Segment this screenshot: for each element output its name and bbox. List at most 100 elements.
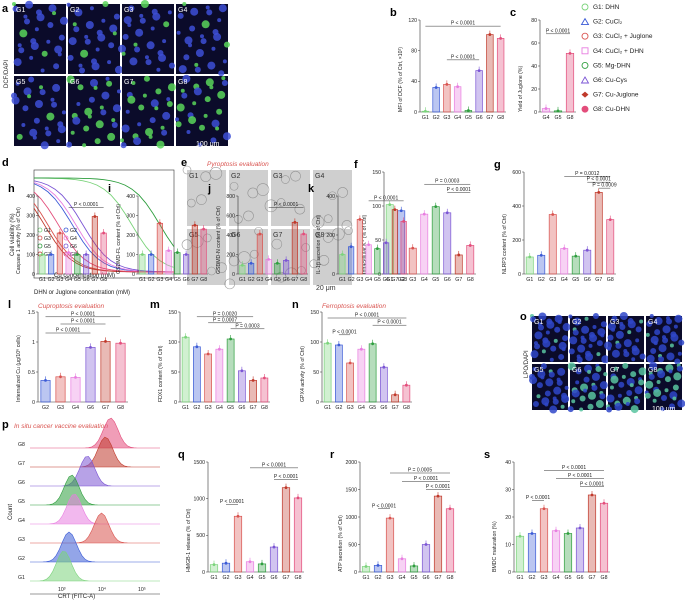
panel-o-cell [646,354,655,363]
sig-label: P < 0.0001 [274,202,298,208]
bar-g4 [70,377,81,403]
data-point [422,212,426,216]
bar-g8 [402,384,411,403]
panel-a-cell [25,0,34,9]
panel-e-tile-g2: G2 [229,170,270,226]
y-tick-label: 100 [168,340,177,346]
panel-h: h 0 100 200 300 400 Caspase 1 activity (% of C… [8,183,108,283]
panel-a-cell [162,39,167,44]
panel-letter-e: e [181,157,187,169]
panel-a-cell [156,140,165,149]
x-tick-label: G3 [256,277,263,283]
panel-o-cell [561,347,566,352]
panel-a-cell [78,63,83,68]
panel-e-tile-label: G8 [315,232,324,239]
panel-a-cell [57,125,66,134]
panel-e-cell [207,266,216,276]
bar-g7 [281,487,291,573]
data-point [556,109,560,113]
panel-d-legend-label: G8 [70,252,77,258]
data-point [457,253,461,257]
bar-g7 [433,495,443,573]
panel-o-cell [549,405,558,414]
panel-a-cell [100,109,107,116]
bar-g3 [408,247,417,275]
panel-o-cell [599,393,606,400]
bar-g1 [339,254,346,275]
y-tick-label: 0 [378,272,381,278]
panel-a-cell [50,97,55,102]
panel-letter-p: p [2,419,9,431]
panel-o-cell [560,404,565,409]
x-tick-label: G4 [358,405,365,411]
data-point [149,253,153,256]
panel-o-cell [538,312,547,321]
panel-o-cell [611,349,620,358]
data-point [568,51,572,55]
panel-o-cell [579,407,584,412]
bar-g6 [421,544,431,573]
panel-a-cell [90,79,98,87]
panel-o-tile-label: G8 [648,367,657,374]
panel-o-cell [627,320,636,329]
panel-o-tile-label: G1 [534,319,543,326]
panel-a-cell [88,96,95,103]
panel-a-cell [205,78,214,87]
panel-p-xtick: 10⁵ [138,587,146,593]
panel-a-cell [178,65,187,74]
panel-o-cell [532,401,539,408]
panel-a-cell [84,107,93,116]
x-tick-label: G2 [538,277,545,283]
legend-marker [581,91,589,98]
panel-o-cell [615,330,624,339]
panel-o-cell [672,396,677,401]
panel-o-cell [591,384,598,391]
panel-a-cell [12,5,19,12]
data-point [206,352,210,356]
bar-g5 [274,262,281,275]
x-tick-label: G1 [211,575,218,581]
panel-a-cell [127,23,132,27]
panel-o-cell [606,394,615,403]
panel-letter-r: r [330,449,335,461]
sig-label: P < 0.0001 [546,28,570,34]
panel-o-cell [545,330,550,335]
sig-label: P < 0.0001 [447,187,471,193]
panel-i-ylabel: GSDMD-FL content (% of Ctrl) [116,204,122,274]
sig-label: P < 0.0001 [71,311,95,317]
panel-a-cell [217,18,222,23]
panel-o-cell [658,344,667,353]
panel-a-cell [12,2,16,6]
x-tick-label: G7 [191,277,198,283]
data-point [466,109,470,112]
panel-letter-a: a [2,3,9,15]
legend-label-g3: G3: CuCl₂ + Juglone [593,33,653,40]
panel-a-stain-label: DCF/DAPI [4,60,10,88]
panel-e-cell [337,187,348,198]
panel-o-cell [656,379,661,384]
sig-label: P < 0.0001 [220,499,244,505]
panel-a-cell [182,74,191,83]
panel-o-tile-label: G7 [610,367,619,374]
panel-a-cell [111,118,116,123]
panel-o-cell [584,316,589,321]
panel-a-tile-g6: G6 [66,75,121,148]
panel-a-cell [29,55,34,60]
panel-e-cell [216,262,228,273]
data-point [404,383,408,387]
x-tick-label: G3 [387,575,394,581]
x-tick-label: G6 [476,115,483,121]
panel-a-cell [85,21,94,29]
x-tick-label: G5 [174,277,181,283]
panel-e-cell [229,181,239,191]
panel-a-cell [121,51,126,56]
panel-a-tile-label: G7 [124,79,133,86]
bar-g3 [356,219,363,275]
panel-o-tile-g6: G6 [567,362,608,413]
data-point [184,253,188,256]
panel-e-cell [234,214,243,224]
sig-label: P = 0.0020 [213,311,237,317]
sig-label: P < 0.0001 [377,320,401,326]
x-tick-label: G6 [380,405,387,411]
data-point [217,347,221,351]
